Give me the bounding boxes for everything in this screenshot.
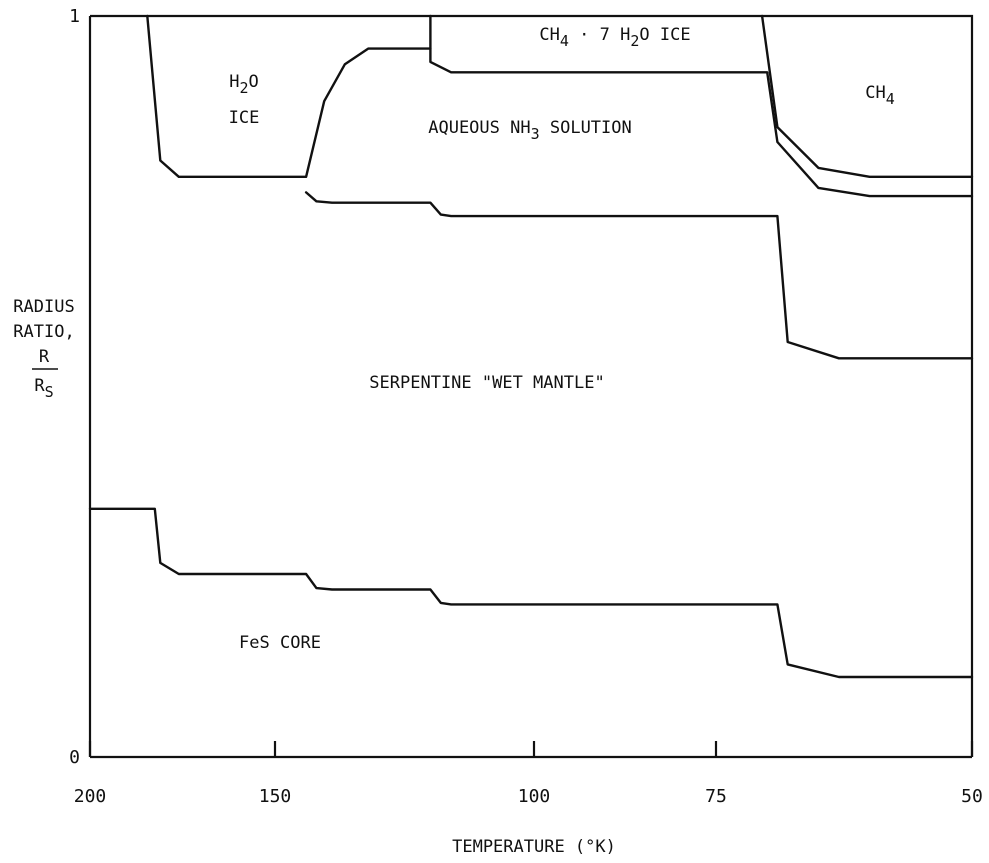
region-label-h2o-ice: H2O: [229, 72, 259, 97]
region-label-serpentine: SERPENTINE "WET MANTLE": [369, 373, 604, 393]
mantle-boundary: [304, 191, 974, 360]
core-boundary: [88, 507, 974, 679]
ch4-boundary: [760, 14, 974, 178]
x-tick-label-75: 75: [705, 786, 727, 807]
x-axis-title: TEMPERATURE (°K): [452, 837, 616, 857]
region-label-h2o-ice-line2: ICE: [229, 108, 260, 128]
plot-frame: [88, 14, 974, 757]
region-label-clathrate: CH4 · 7 H2O ICE: [539, 25, 690, 50]
y-tick-label-1: 1: [69, 6, 80, 27]
x-tick-label-100: 100: [518, 786, 551, 807]
y-axis-title-line-2: RATIO,: [13, 322, 74, 342]
y-axis-title-line-1: RADIUS: [13, 297, 74, 317]
y-tick-label-0: 0: [69, 747, 80, 768]
region-label-aqueous-nh3: AQUEOUS NH3 SOLUTION: [428, 118, 632, 143]
x-tick-label-50: 50: [961, 786, 983, 807]
region-label-ch4: CH4: [865, 83, 895, 108]
x-tick-label-150: 150: [259, 786, 292, 807]
region-label-fes-core: FeS CORE: [239, 633, 321, 653]
x-tick-label-200: 200: [74, 786, 107, 807]
y-axis-fraction-denominator: RS: [34, 376, 53, 401]
y-axis-fraction-numerator: R: [39, 347, 50, 367]
